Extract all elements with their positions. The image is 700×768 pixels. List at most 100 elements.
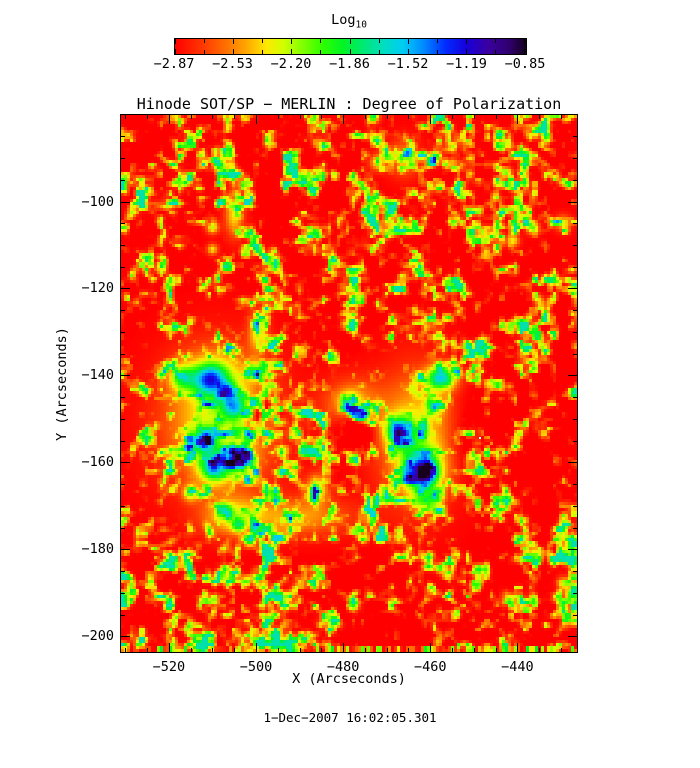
y-tick-left bbox=[121, 158, 125, 159]
x-tick-top bbox=[387, 115, 388, 119]
x-tick-top bbox=[169, 115, 170, 124]
y-tick-left bbox=[121, 202, 130, 203]
x-tick-bottom bbox=[169, 643, 170, 652]
x-tick-label: −460 bbox=[413, 659, 447, 675]
y-tick-right bbox=[573, 267, 577, 268]
plot-title: Hinode SOT/SP − MERLIN : Degree of Polar… bbox=[136, 95, 562, 113]
y-tick-right bbox=[568, 288, 577, 289]
y-tick-left bbox=[121, 288, 130, 289]
y-tick-left bbox=[121, 615, 125, 616]
x-tick-top bbox=[256, 115, 257, 124]
y-tick-right bbox=[568, 375, 577, 376]
colorbar-tick bbox=[233, 39, 234, 44]
x-tick-bottom bbox=[256, 643, 257, 652]
colorbar-tick bbox=[175, 39, 176, 44]
x-tick-bottom bbox=[452, 648, 453, 652]
y-tick-right bbox=[573, 506, 577, 507]
colorbar-tick bbox=[350, 39, 351, 44]
x-tick-top bbox=[561, 115, 562, 119]
colorbar-tick bbox=[291, 49, 292, 54]
x-tick-bottom bbox=[147, 648, 148, 652]
x-tick-bottom bbox=[517, 643, 518, 652]
x-tick-top bbox=[321, 115, 322, 119]
plot-area bbox=[120, 114, 578, 653]
y-tick-label: −140 bbox=[81, 367, 114, 384]
colorbar-tick-label: −2.53 bbox=[212, 56, 253, 72]
x-tick-top bbox=[212, 115, 213, 119]
x-tick-top bbox=[452, 115, 453, 119]
x-tick-top bbox=[539, 115, 540, 119]
colorbar-tick bbox=[262, 50, 263, 54]
x-tick-top bbox=[278, 115, 279, 119]
colorbar-tick bbox=[408, 49, 409, 54]
y-tick-label: −120 bbox=[81, 280, 114, 297]
x-tick-bottom bbox=[212, 648, 213, 652]
colorbar-tick bbox=[495, 39, 496, 43]
observation-timestamp: 1−Dec−2007 16:02:05.301 bbox=[263, 710, 437, 725]
colorbar-title: Log10 bbox=[331, 12, 367, 31]
y-tick-left bbox=[121, 245, 125, 246]
y-tick-left bbox=[121, 136, 125, 137]
colorbar-tick bbox=[379, 50, 380, 54]
colorbar-title-subscript: 10 bbox=[355, 19, 367, 31]
y-tick-right bbox=[568, 462, 577, 463]
y-tick-left bbox=[121, 223, 125, 224]
y-tick-label: −180 bbox=[81, 541, 114, 558]
colorbar-tick bbox=[350, 49, 351, 54]
polarization-map-canvas bbox=[121, 115, 577, 652]
y-tick-right bbox=[573, 484, 577, 485]
y-tick-left bbox=[121, 528, 125, 529]
x-tick-bottom bbox=[474, 648, 475, 652]
x-tick-bottom bbox=[321, 648, 322, 652]
y-tick-left bbox=[121, 397, 125, 398]
x-tick-bottom bbox=[496, 648, 497, 652]
y-tick-left bbox=[121, 375, 130, 376]
y-tick-left bbox=[121, 593, 125, 594]
y-tick-left bbox=[121, 267, 125, 268]
colorbar-title-text: Log bbox=[331, 12, 356, 28]
y-tick-left bbox=[121, 310, 125, 311]
x-tick-top bbox=[300, 115, 301, 119]
y-tick-left bbox=[121, 441, 125, 442]
colorbar-tick-label: −0.85 bbox=[504, 56, 546, 72]
y-tick-label: −100 bbox=[81, 193, 114, 210]
y-tick-left bbox=[121, 332, 125, 333]
x-tick-bottom bbox=[234, 648, 235, 652]
y-tick-right bbox=[568, 549, 577, 550]
y-tick-left bbox=[121, 462, 130, 463]
y-tick-left bbox=[121, 549, 130, 550]
x-tick-top bbox=[430, 115, 431, 124]
x-tick-bottom bbox=[300, 648, 301, 652]
colorbar-tick bbox=[204, 39, 205, 43]
colorbar-tick bbox=[204, 50, 205, 54]
colorbar-tick bbox=[320, 39, 321, 43]
y-tick-right bbox=[573, 136, 577, 137]
colorbar-tick bbox=[379, 39, 380, 43]
x-tick-label: −520 bbox=[152, 659, 186, 675]
colorbar-tick-label: −1.86 bbox=[329, 56, 370, 72]
x-tick-top bbox=[191, 115, 192, 119]
colorbar-tick bbox=[233, 49, 234, 54]
y-axis-label: Y (Arcseconds) bbox=[54, 327, 70, 441]
x-tick-bottom bbox=[278, 648, 279, 652]
colorbar-tick bbox=[320, 50, 321, 54]
x-tick-label: −500 bbox=[239, 659, 273, 675]
x-tick-top bbox=[496, 115, 497, 119]
x-tick-top bbox=[365, 115, 366, 119]
colorbar-tick-label: −1.19 bbox=[446, 56, 487, 72]
y-tick-left bbox=[121, 419, 125, 420]
y-tick-right bbox=[573, 615, 577, 616]
y-tick-right bbox=[573, 419, 577, 420]
x-tick-top bbox=[517, 115, 518, 124]
x-tick-bottom bbox=[387, 648, 388, 652]
x-tick-bottom bbox=[365, 648, 366, 652]
y-tick-right bbox=[568, 636, 577, 637]
y-tick-right bbox=[573, 332, 577, 333]
y-tick-left bbox=[121, 484, 125, 485]
y-tick-label: −160 bbox=[81, 454, 114, 471]
colorbar-tick-label: −2.20 bbox=[270, 56, 312, 72]
colorbar-tick bbox=[495, 50, 496, 54]
y-tick-right bbox=[573, 397, 577, 398]
x-tick-bottom bbox=[191, 648, 192, 652]
x-tick-bottom bbox=[343, 643, 344, 652]
